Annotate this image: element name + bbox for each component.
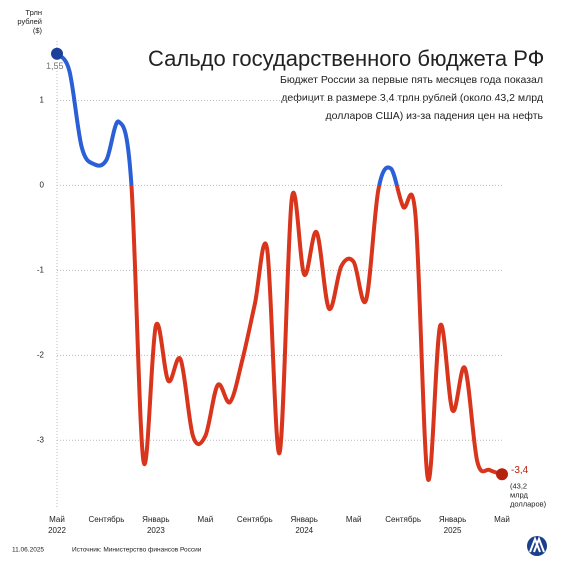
- x-tick-label: Январь 2025: [439, 515, 466, 535]
- x-tick-label: Январь 2024: [291, 515, 318, 535]
- x-tick-label: Май 2022: [48, 515, 66, 535]
- data-note: (43,2: [510, 481, 527, 490]
- axis-label: рублей: [17, 17, 42, 26]
- y-tick-label: -1: [37, 265, 45, 274]
- y-tick-label: -2: [37, 350, 45, 359]
- data-note: млрд: [510, 490, 529, 499]
- data-label: 1,55: [46, 61, 64, 71]
- x-tick-label: Сентябрь: [237, 515, 273, 524]
- chart-title: Сальдо государственного бюджета РФ: [148, 46, 544, 71]
- x-tick-label: Январь 2023: [142, 515, 169, 535]
- axis-label: Трлн: [25, 8, 42, 17]
- x-tick-label: Май: [494, 515, 510, 524]
- y-tick-label: -3: [37, 435, 45, 444]
- footer-date: 11.06.2025: [12, 547, 44, 554]
- start-dot: [51, 47, 63, 60]
- line: [55, 51, 504, 482]
- end-dot: [496, 468, 508, 481]
- logo: [527, 536, 547, 556]
- y-tick-label: 1: [40, 96, 45, 105]
- data-label: -3,4: [511, 465, 529, 476]
- x-tick-label: Сентябрь: [385, 515, 421, 524]
- data-note: долларов): [510, 499, 547, 508]
- x-tick-label: Сентябрь: [89, 515, 125, 524]
- y-tick-label: 0: [40, 181, 45, 190]
- footer-source: Источник: Министерство финансов России: [72, 547, 202, 554]
- subtitle: Бюджет России за первые пять месяцев год…: [280, 74, 543, 86]
- x-tick-label: Май: [346, 515, 362, 524]
- axis-label: ($): [33, 26, 43, 35]
- x-tick-label: Май: [197, 515, 213, 524]
- subtitle: дефицит в размере 3,4 трлн рублей (около…: [281, 92, 543, 104]
- subtitle: долларов США) из-за падения цен на нефть: [326, 110, 544, 122]
